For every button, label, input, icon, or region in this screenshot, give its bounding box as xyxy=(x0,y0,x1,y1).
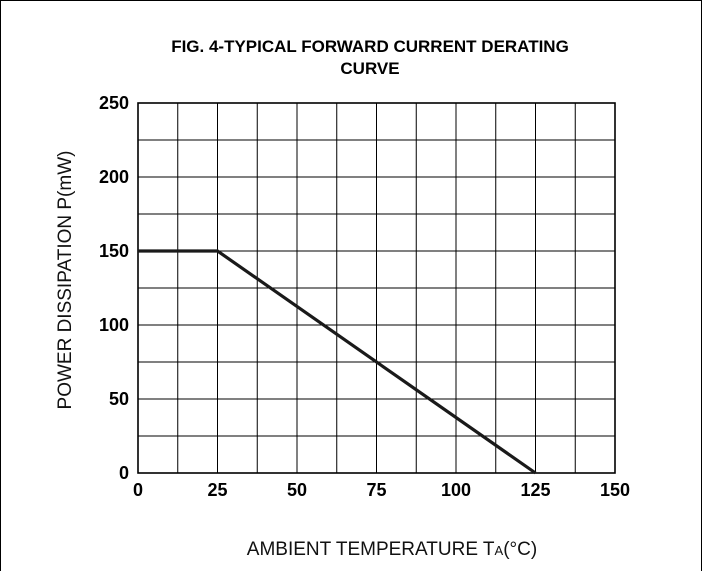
x-tick-label: 50 xyxy=(287,480,307,500)
y-tick-labels: 0 50 100 150 200 250 xyxy=(99,93,129,483)
x-axis-label: AMBIENT TEMPERATURE TA(°C) xyxy=(247,539,537,560)
x-tick-label: 100 xyxy=(441,480,471,500)
x-tick-label: 0 xyxy=(133,480,143,500)
y-tick-label: 0 xyxy=(119,463,129,483)
chart-title-line-1: FIG. 4-TYPICAL FORWARD CURRENT DERATING xyxy=(171,37,569,56)
y-tick-label: 100 xyxy=(99,315,129,335)
plot-border xyxy=(137,102,616,474)
x-tick-label: 75 xyxy=(366,480,386,500)
y-tick-label: 150 xyxy=(99,241,129,261)
chart-title-line-2: CURVE xyxy=(340,59,400,78)
y-tick-label: 250 xyxy=(99,93,129,113)
x-tick-labels: 0 25 50 75 100 125 150 xyxy=(133,480,630,500)
x-tick-label: 25 xyxy=(207,480,227,500)
x-axis-label-subscript: A xyxy=(495,543,504,558)
x-axis-label-main: AMBIENT TEMPERATURE T xyxy=(247,539,495,560)
derating-curve-line xyxy=(138,249,537,475)
y-axis-label: POWER DISSIPATION P(mW) xyxy=(55,151,76,410)
x-axis-label-unit: (°C) xyxy=(503,539,537,560)
y-tick-label: 50 xyxy=(109,389,129,409)
x-tick-label: 150 xyxy=(600,480,630,500)
grid xyxy=(138,103,615,473)
x-tick-label: 125 xyxy=(520,480,550,500)
series-group xyxy=(138,249,537,475)
y-tick-label: 200 xyxy=(99,167,129,187)
